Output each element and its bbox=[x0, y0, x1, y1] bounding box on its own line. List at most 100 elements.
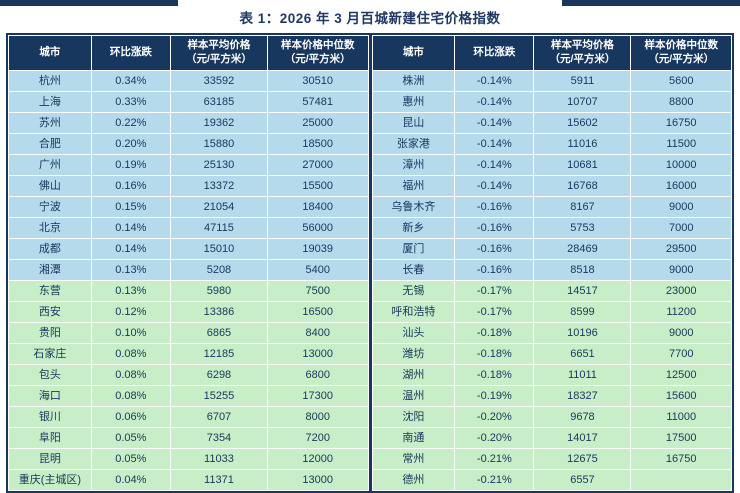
median-price-cell: 11000 bbox=[631, 407, 731, 427]
avg-price-cell: 11016 bbox=[534, 134, 631, 154]
avg-price-cell: 6557 bbox=[534, 470, 631, 490]
median-price-cell: 16750 bbox=[631, 449, 731, 469]
median-price-cell: 12000 bbox=[267, 449, 368, 469]
change-cell: -0.18% bbox=[455, 323, 534, 343]
table-row: 南通 -0.20% 14017 17500 bbox=[372, 428, 731, 448]
avg-price-cell: 5911 bbox=[534, 71, 631, 91]
avg-price-cell: 10681 bbox=[534, 155, 631, 175]
table-row: 西安 0.12% 13386 16500 bbox=[9, 302, 368, 322]
city-cell: 南通 bbox=[372, 428, 455, 448]
change-cell: -0.21% bbox=[455, 449, 534, 469]
change-cell: -0.16% bbox=[455, 218, 534, 238]
table-row: 北京 0.14% 47115 56000 bbox=[9, 218, 368, 238]
column-header: 城市 bbox=[372, 36, 455, 70]
avg-price-cell: 12675 bbox=[534, 449, 631, 469]
table-row: 德州 -0.21% 6557 bbox=[372, 470, 731, 490]
table-row: 株洲 -0.14% 5911 5600 bbox=[372, 71, 731, 91]
avg-price-cell: 7354 bbox=[170, 428, 267, 448]
table-row: 呼和浩特 -0.17% 8599 11200 bbox=[372, 302, 731, 322]
avg-price-cell: 25130 bbox=[170, 155, 267, 175]
change-cell: 0.06% bbox=[91, 407, 170, 427]
avg-price-cell: 6651 bbox=[534, 344, 631, 364]
change-cell: -0.16% bbox=[455, 197, 534, 217]
city-cell: 佛山 bbox=[9, 176, 91, 196]
table-row: 沈阳 -0.20% 9678 11000 bbox=[372, 407, 731, 427]
table-row: 佛山 0.16% 13372 15500 bbox=[9, 176, 368, 196]
median-price-cell: 7700 bbox=[631, 344, 731, 364]
median-price-cell: 23000 bbox=[631, 281, 731, 301]
table-title: 表 1：2026 年 3 月百城新建住宅价格指数 bbox=[239, 10, 501, 26]
avg-price-cell: 14517 bbox=[534, 281, 631, 301]
median-price-cell: 13000 bbox=[267, 470, 368, 490]
table-row: 常州 -0.21% 12675 16750 bbox=[372, 449, 731, 469]
median-price-cell: 5400 bbox=[267, 260, 368, 280]
avg-price-cell: 6707 bbox=[170, 407, 267, 427]
city-cell: 沈阳 bbox=[372, 407, 455, 427]
avg-price-cell: 18327 bbox=[534, 386, 631, 406]
city-cell: 银川 bbox=[9, 407, 91, 427]
change-cell: 0.05% bbox=[91, 449, 170, 469]
change-cell: -0.14% bbox=[455, 92, 534, 112]
column-header: 样本平均价格 （元/平方米） bbox=[534, 36, 631, 70]
avg-price-cell: 10196 bbox=[534, 323, 631, 343]
change-cell: -0.21% bbox=[455, 470, 534, 490]
median-price-cell: 25000 bbox=[267, 113, 368, 133]
median-price-cell: 17300 bbox=[267, 386, 368, 406]
avg-price-cell: 33592 bbox=[170, 71, 267, 91]
table-row: 乌鲁木齐 -0.16% 8167 9000 bbox=[372, 197, 731, 217]
median-price-cell: 56000 bbox=[267, 218, 368, 238]
table-row: 海口 0.08% 15255 17300 bbox=[9, 386, 368, 406]
city-cell: 广州 bbox=[9, 155, 91, 175]
city-cell: 上海 bbox=[9, 92, 91, 112]
avg-price-cell: 28469 bbox=[534, 239, 631, 259]
table-row: 长春 -0.16% 8518 9000 bbox=[372, 260, 731, 280]
change-cell: -0.14% bbox=[455, 113, 534, 133]
change-cell: 0.12% bbox=[91, 302, 170, 322]
table-row: 汕头 -0.18% 10196 9000 bbox=[372, 323, 731, 343]
city-cell: 乌鲁木齐 bbox=[372, 197, 455, 217]
median-price-cell: 5600 bbox=[631, 71, 731, 91]
table-row: 新乡 -0.16% 5753 7000 bbox=[372, 218, 731, 238]
city-cell: 合肥 bbox=[9, 134, 91, 154]
median-price-cell: 16500 bbox=[267, 302, 368, 322]
table-row: 福州 -0.14% 16768 16000 bbox=[372, 176, 731, 196]
header-row: 城市 环比涨跌 样本平均价格 （元/平方米） 样本价格中位数 （元/平方米） bbox=[372, 36, 731, 70]
avg-price-cell: 63185 bbox=[170, 92, 267, 112]
change-cell: 0.05% bbox=[91, 428, 170, 448]
table-row: 漳州 -0.14% 10681 10000 bbox=[372, 155, 731, 175]
city-cell: 株洲 bbox=[372, 71, 455, 91]
header-row: 城市 环比涨跌 样本平均价格 （元/平方米） 样本价格中位数 （元/平方米） bbox=[9, 36, 368, 70]
city-cell: 长春 bbox=[372, 260, 455, 280]
city-cell: 常州 bbox=[372, 449, 455, 469]
table-row: 东营 0.13% 5980 7500 bbox=[9, 281, 368, 301]
avg-price-cell: 14017 bbox=[534, 428, 631, 448]
median-price-cell: 7500 bbox=[267, 281, 368, 301]
city-cell: 德州 bbox=[372, 470, 455, 490]
price-table-left: 城市 环比涨跌 样本平均价格 （元/平方米） 样本价格中位数 （元/平方米） 杭州 0.34%… bbox=[8, 35, 369, 491]
table-row: 广州 0.19% 25130 27000 bbox=[9, 155, 368, 175]
median-price-cell bbox=[631, 470, 731, 490]
change-cell: -0.17% bbox=[455, 302, 534, 322]
table-row: 石家庄 0.08% 12185 13000 bbox=[9, 344, 368, 364]
avg-price-cell: 8518 bbox=[534, 260, 631, 280]
city-cell: 石家庄 bbox=[9, 344, 91, 364]
table-row: 无锡 -0.17% 14517 23000 bbox=[372, 281, 731, 301]
city-cell: 北京 bbox=[9, 218, 91, 238]
avg-price-cell: 15255 bbox=[170, 386, 267, 406]
table-caption-area: 表 1：2026 年 3 月百城新建住宅价格指数 bbox=[0, 0, 740, 33]
median-price-cell: 9000 bbox=[631, 197, 731, 217]
median-price-cell: 29500 bbox=[631, 239, 731, 259]
city-cell: 漳州 bbox=[372, 155, 455, 175]
avg-price-cell: 6298 bbox=[170, 365, 267, 385]
change-cell: 0.08% bbox=[91, 386, 170, 406]
change-cell: -0.20% bbox=[455, 428, 534, 448]
avg-price-cell: 47115 bbox=[170, 218, 267, 238]
median-price-cell: 10000 bbox=[631, 155, 731, 175]
median-price-cell: 30510 bbox=[267, 71, 368, 91]
avg-price-cell: 15602 bbox=[534, 113, 631, 133]
change-cell: 0.19% bbox=[91, 155, 170, 175]
median-price-cell: 7000 bbox=[631, 218, 731, 238]
column-header: 样本价格中位数 （元/平方米） bbox=[631, 36, 731, 70]
median-price-cell: 16000 bbox=[631, 176, 731, 196]
median-price-cell: 13000 bbox=[267, 344, 368, 364]
